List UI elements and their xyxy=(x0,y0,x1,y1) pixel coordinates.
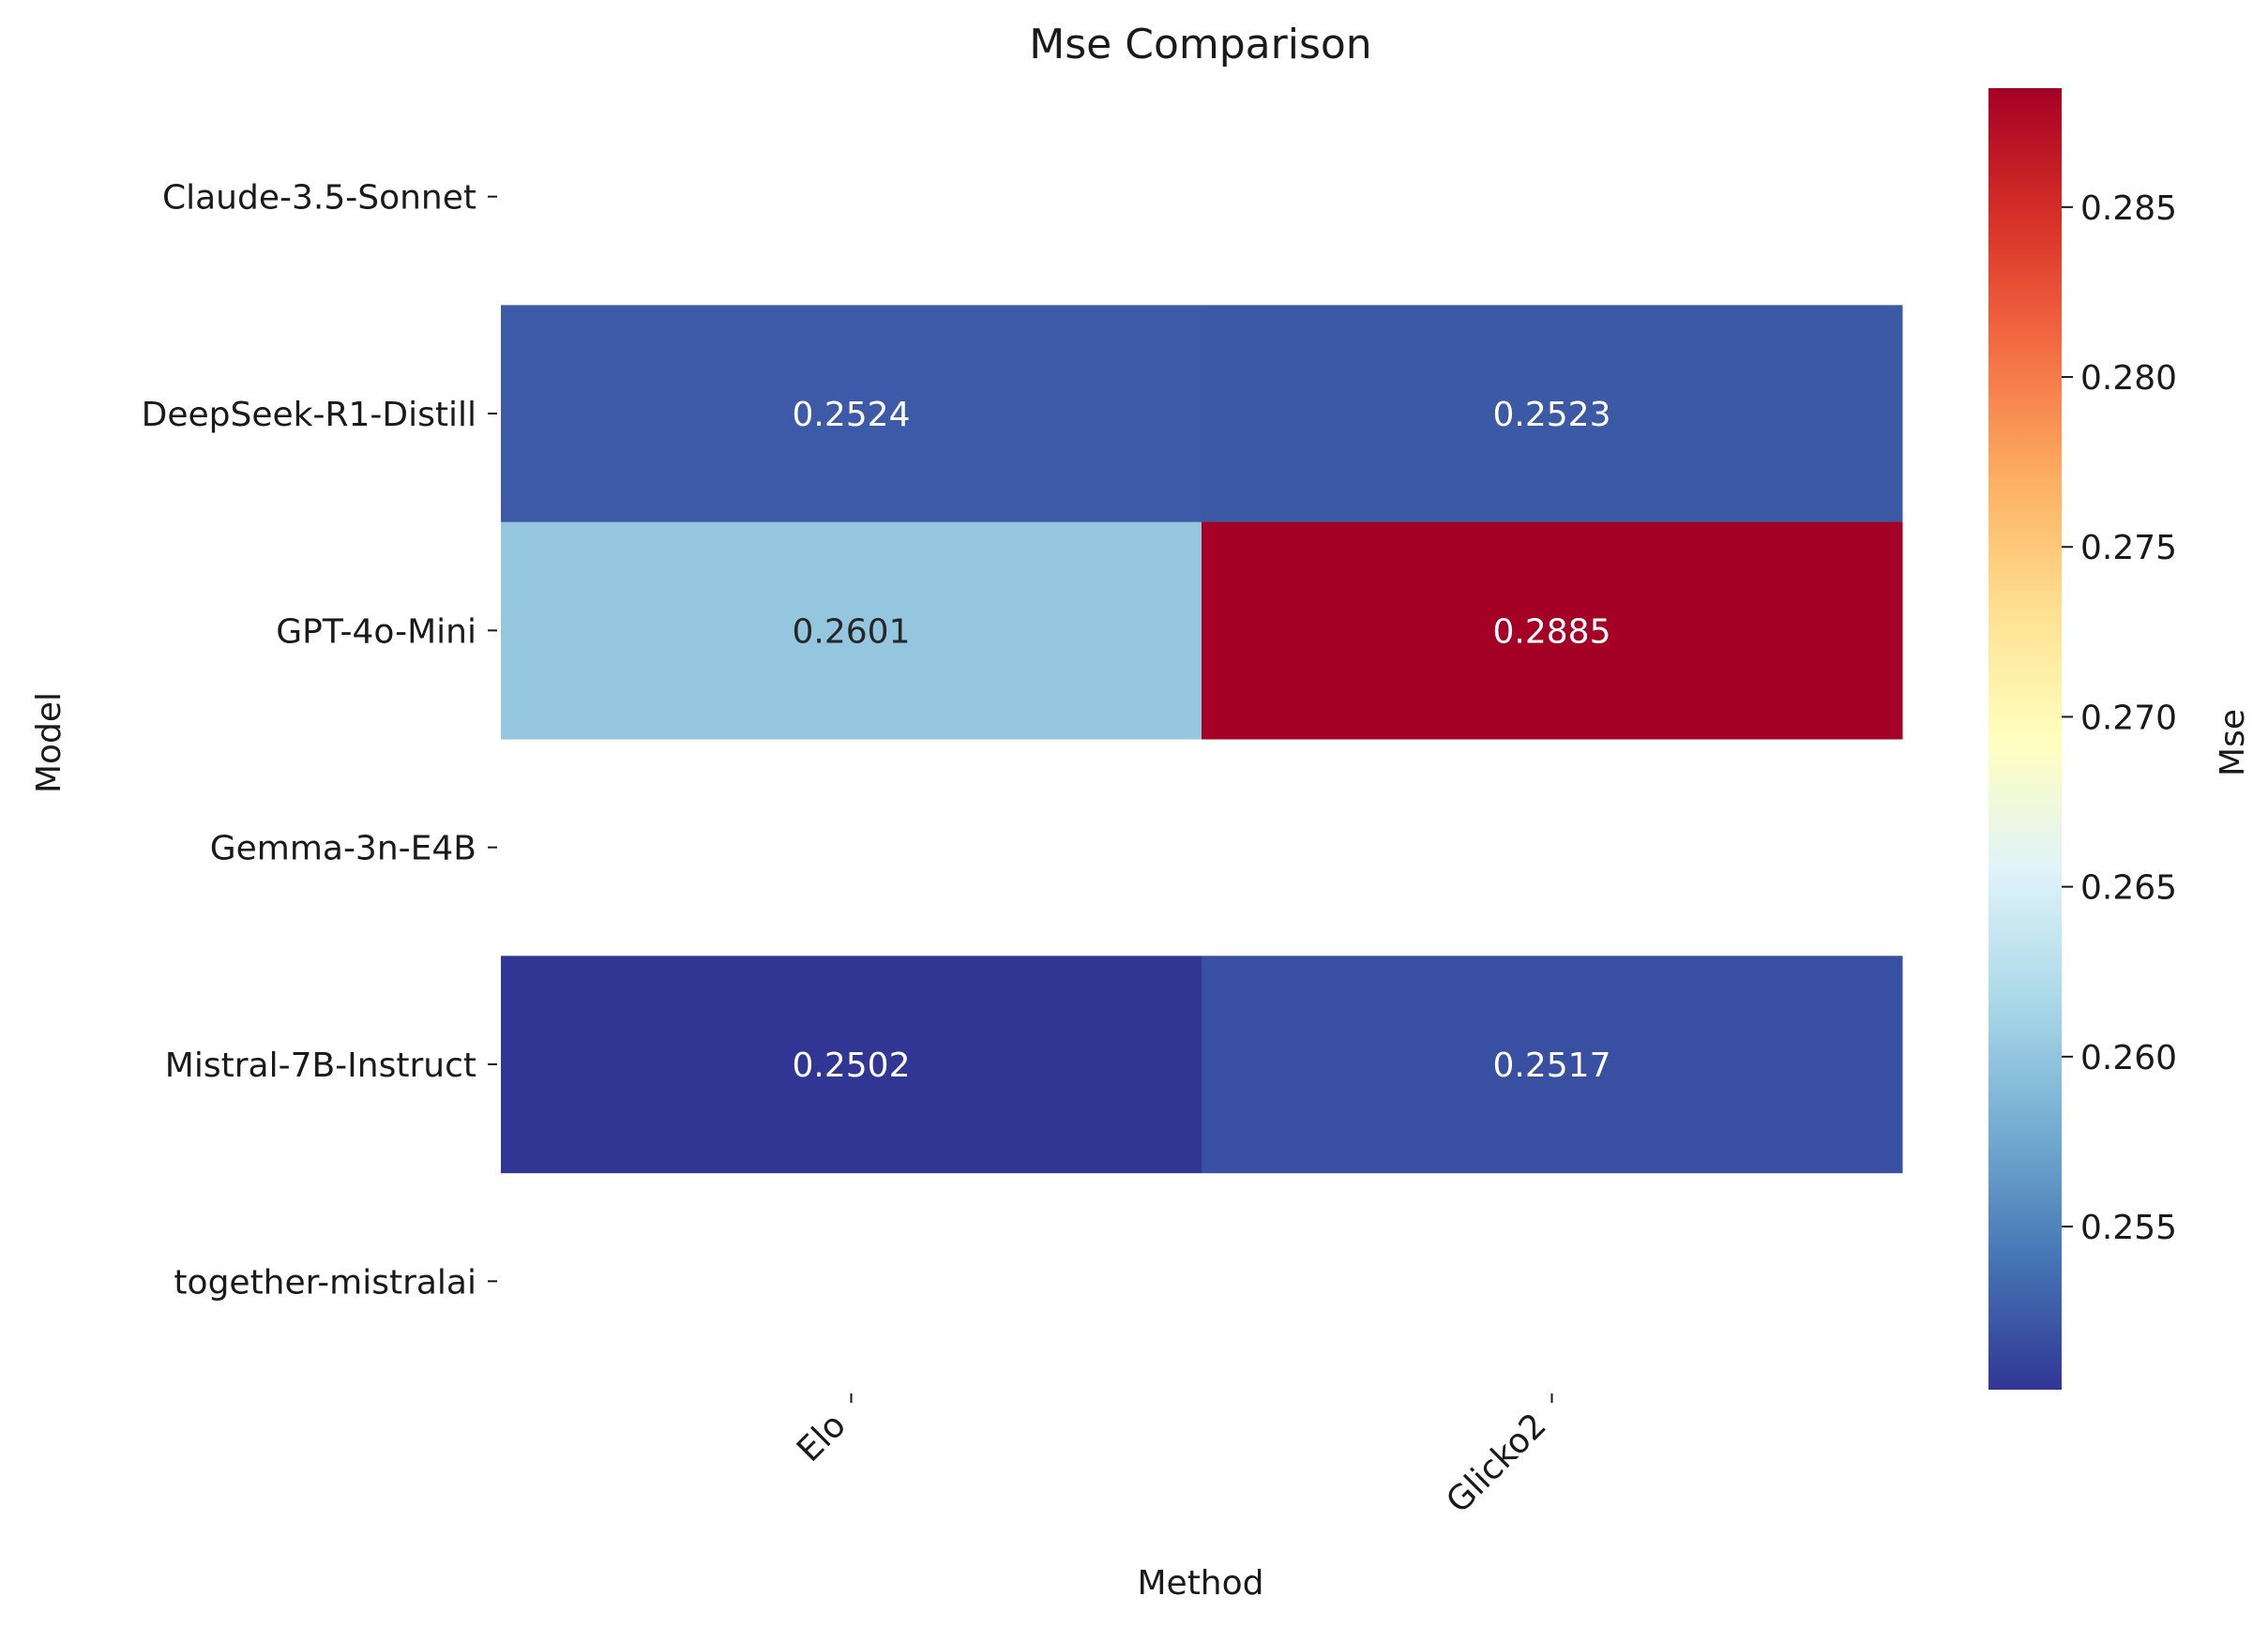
y-axis-ticks: Claude-3.5-Sonnet DeepSeek-R1-Distill GPT-… xyxy=(142,179,497,1302)
heatmap-cell-label: 0.2524 xyxy=(793,396,911,434)
heatmap-cell-label: 0.2502 xyxy=(793,1046,911,1085)
y-tick-label: Claude-3.5-Sonnet xyxy=(162,179,476,218)
heatmap-cell-label: 0.2885 xyxy=(1493,612,1611,651)
y-tick-label: GPT-4o-Mini xyxy=(276,612,476,651)
heatmap-cell-label: 0.2517 xyxy=(1493,1046,1611,1085)
colorbar-label: Mse xyxy=(2214,709,2252,776)
heatmap-cell-labels: 0.2524 0.2523 0.2601 0.2885 0.2502 0.2517 xyxy=(793,396,1611,1085)
colorbar-tick-label: 0.260 xyxy=(2080,1039,2177,1077)
y-tick-label: Mistral-7B-Instruct xyxy=(165,1046,476,1085)
heatmap-cell xyxy=(1202,521,1903,740)
heatmap-cell-label: 0.2523 xyxy=(1493,396,1611,434)
chart-title: Mse Comparison xyxy=(1029,21,1371,68)
x-axis-ticks: Elo Glicko2 xyxy=(790,1393,1554,1521)
colorbar-ticks: 0.255 0.260 0.265 0.270 0.275 0.280 0.285 xyxy=(2062,189,2177,1247)
x-axis-label: Method xyxy=(1137,1564,1263,1603)
colorbar-tick-label: 0.280 xyxy=(2080,359,2177,398)
colorbar xyxy=(1988,88,2062,1390)
heatmap-cells xyxy=(501,305,1903,1174)
heatmap-cell xyxy=(1202,305,1903,523)
colorbar-tick-label: 0.285 xyxy=(2080,189,2177,228)
y-tick-label: Gemma-3n-E4B xyxy=(210,830,476,868)
y-tick-label: DeepSeek-R1-Distill xyxy=(142,396,476,434)
heatmap-cell xyxy=(501,956,1202,1174)
x-tick-label: Glicko2 xyxy=(1439,1406,1553,1520)
colorbar-tick-label: 0.265 xyxy=(2080,869,2177,908)
heatmap-cell xyxy=(501,305,1202,523)
y-tick-label: together-mistralai xyxy=(174,1263,476,1302)
heatmap-cell xyxy=(501,521,1202,740)
colorbar-tick-label: 0.275 xyxy=(2080,529,2177,567)
colorbar-tick-label: 0.255 xyxy=(2080,1209,2177,1247)
heatmap-cell-label: 0.2601 xyxy=(793,612,911,651)
y-axis-label: Model xyxy=(30,692,68,793)
colorbar-tick-label: 0.270 xyxy=(2080,699,2177,737)
x-tick-label: Elo xyxy=(790,1406,854,1469)
heatmap-cell xyxy=(1202,956,1903,1174)
